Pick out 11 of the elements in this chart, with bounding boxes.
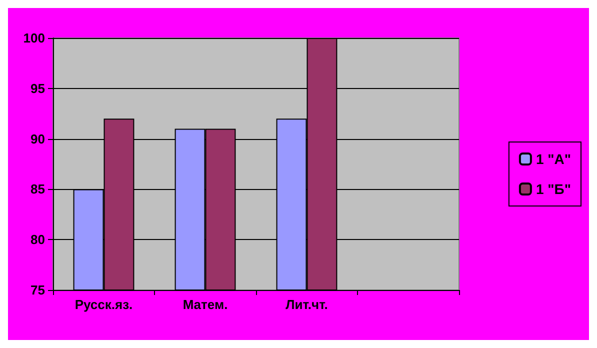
x-tick-label: Матем.: [182, 297, 228, 312]
y-tick-label: 95: [30, 80, 45, 96]
legend-label: 1 "А": [536, 151, 571, 167]
x-tick-label: Русск.яз.: [74, 297, 133, 312]
y-tick-label: 80: [30, 232, 45, 248]
y-tick-label: 85: [30, 182, 45, 197]
x-tick-label: Лит.чт.: [286, 297, 328, 312]
y-tick-label: 100: [23, 30, 45, 46]
y-tick-label: 90: [30, 131, 45, 146]
y-tick-label: 75: [30, 282, 45, 298]
legend-label: 1 "Б": [536, 181, 571, 197]
